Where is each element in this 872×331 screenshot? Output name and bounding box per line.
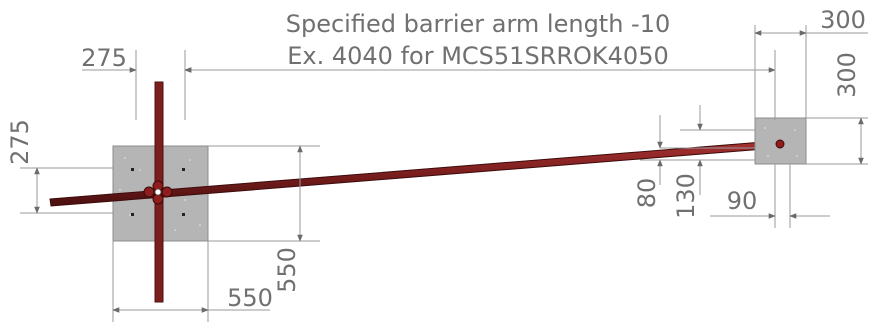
dim-right-vertical [806, 117, 868, 165]
dim-label-275-vertical: 275 [6, 119, 34, 165]
anchor-hole [131, 168, 134, 171]
dim-label-550-horizontal: 550 [227, 284, 273, 312]
dim-label-90: 90 [727, 187, 758, 215]
anchor-hole [182, 213, 185, 216]
dim-label-550-vertical: 550 [273, 247, 301, 293]
dim-left-vertical [20, 167, 113, 214]
dim-label-130: 130 [672, 173, 700, 219]
concrete-texture [119, 157, 201, 231]
dim-label-300-vertical: 300 [833, 52, 861, 98]
dim-base-vertical [208, 145, 320, 242]
dim-label-80: 80 [633, 178, 661, 209]
dim-label-300-top: 300 [820, 6, 866, 34]
anchor-hole [182, 168, 185, 171]
right-support-plate [754, 117, 807, 165]
dim-arm-heights [640, 105, 755, 195]
anchor-hole [131, 213, 134, 216]
note-line-1: Specified barrier arm length -10 [286, 10, 671, 38]
dim-base-horizontal [112, 241, 270, 322]
note-line-2: Ex. 4040 for MCS51SRROK4050 [287, 42, 669, 70]
dim-right-top [754, 25, 868, 118]
dim-top [82, 50, 776, 120]
hub-bolts [143, 180, 173, 205]
dim-label-275-top: 275 [81, 44, 127, 72]
dim-arm-offset [710, 164, 830, 228]
